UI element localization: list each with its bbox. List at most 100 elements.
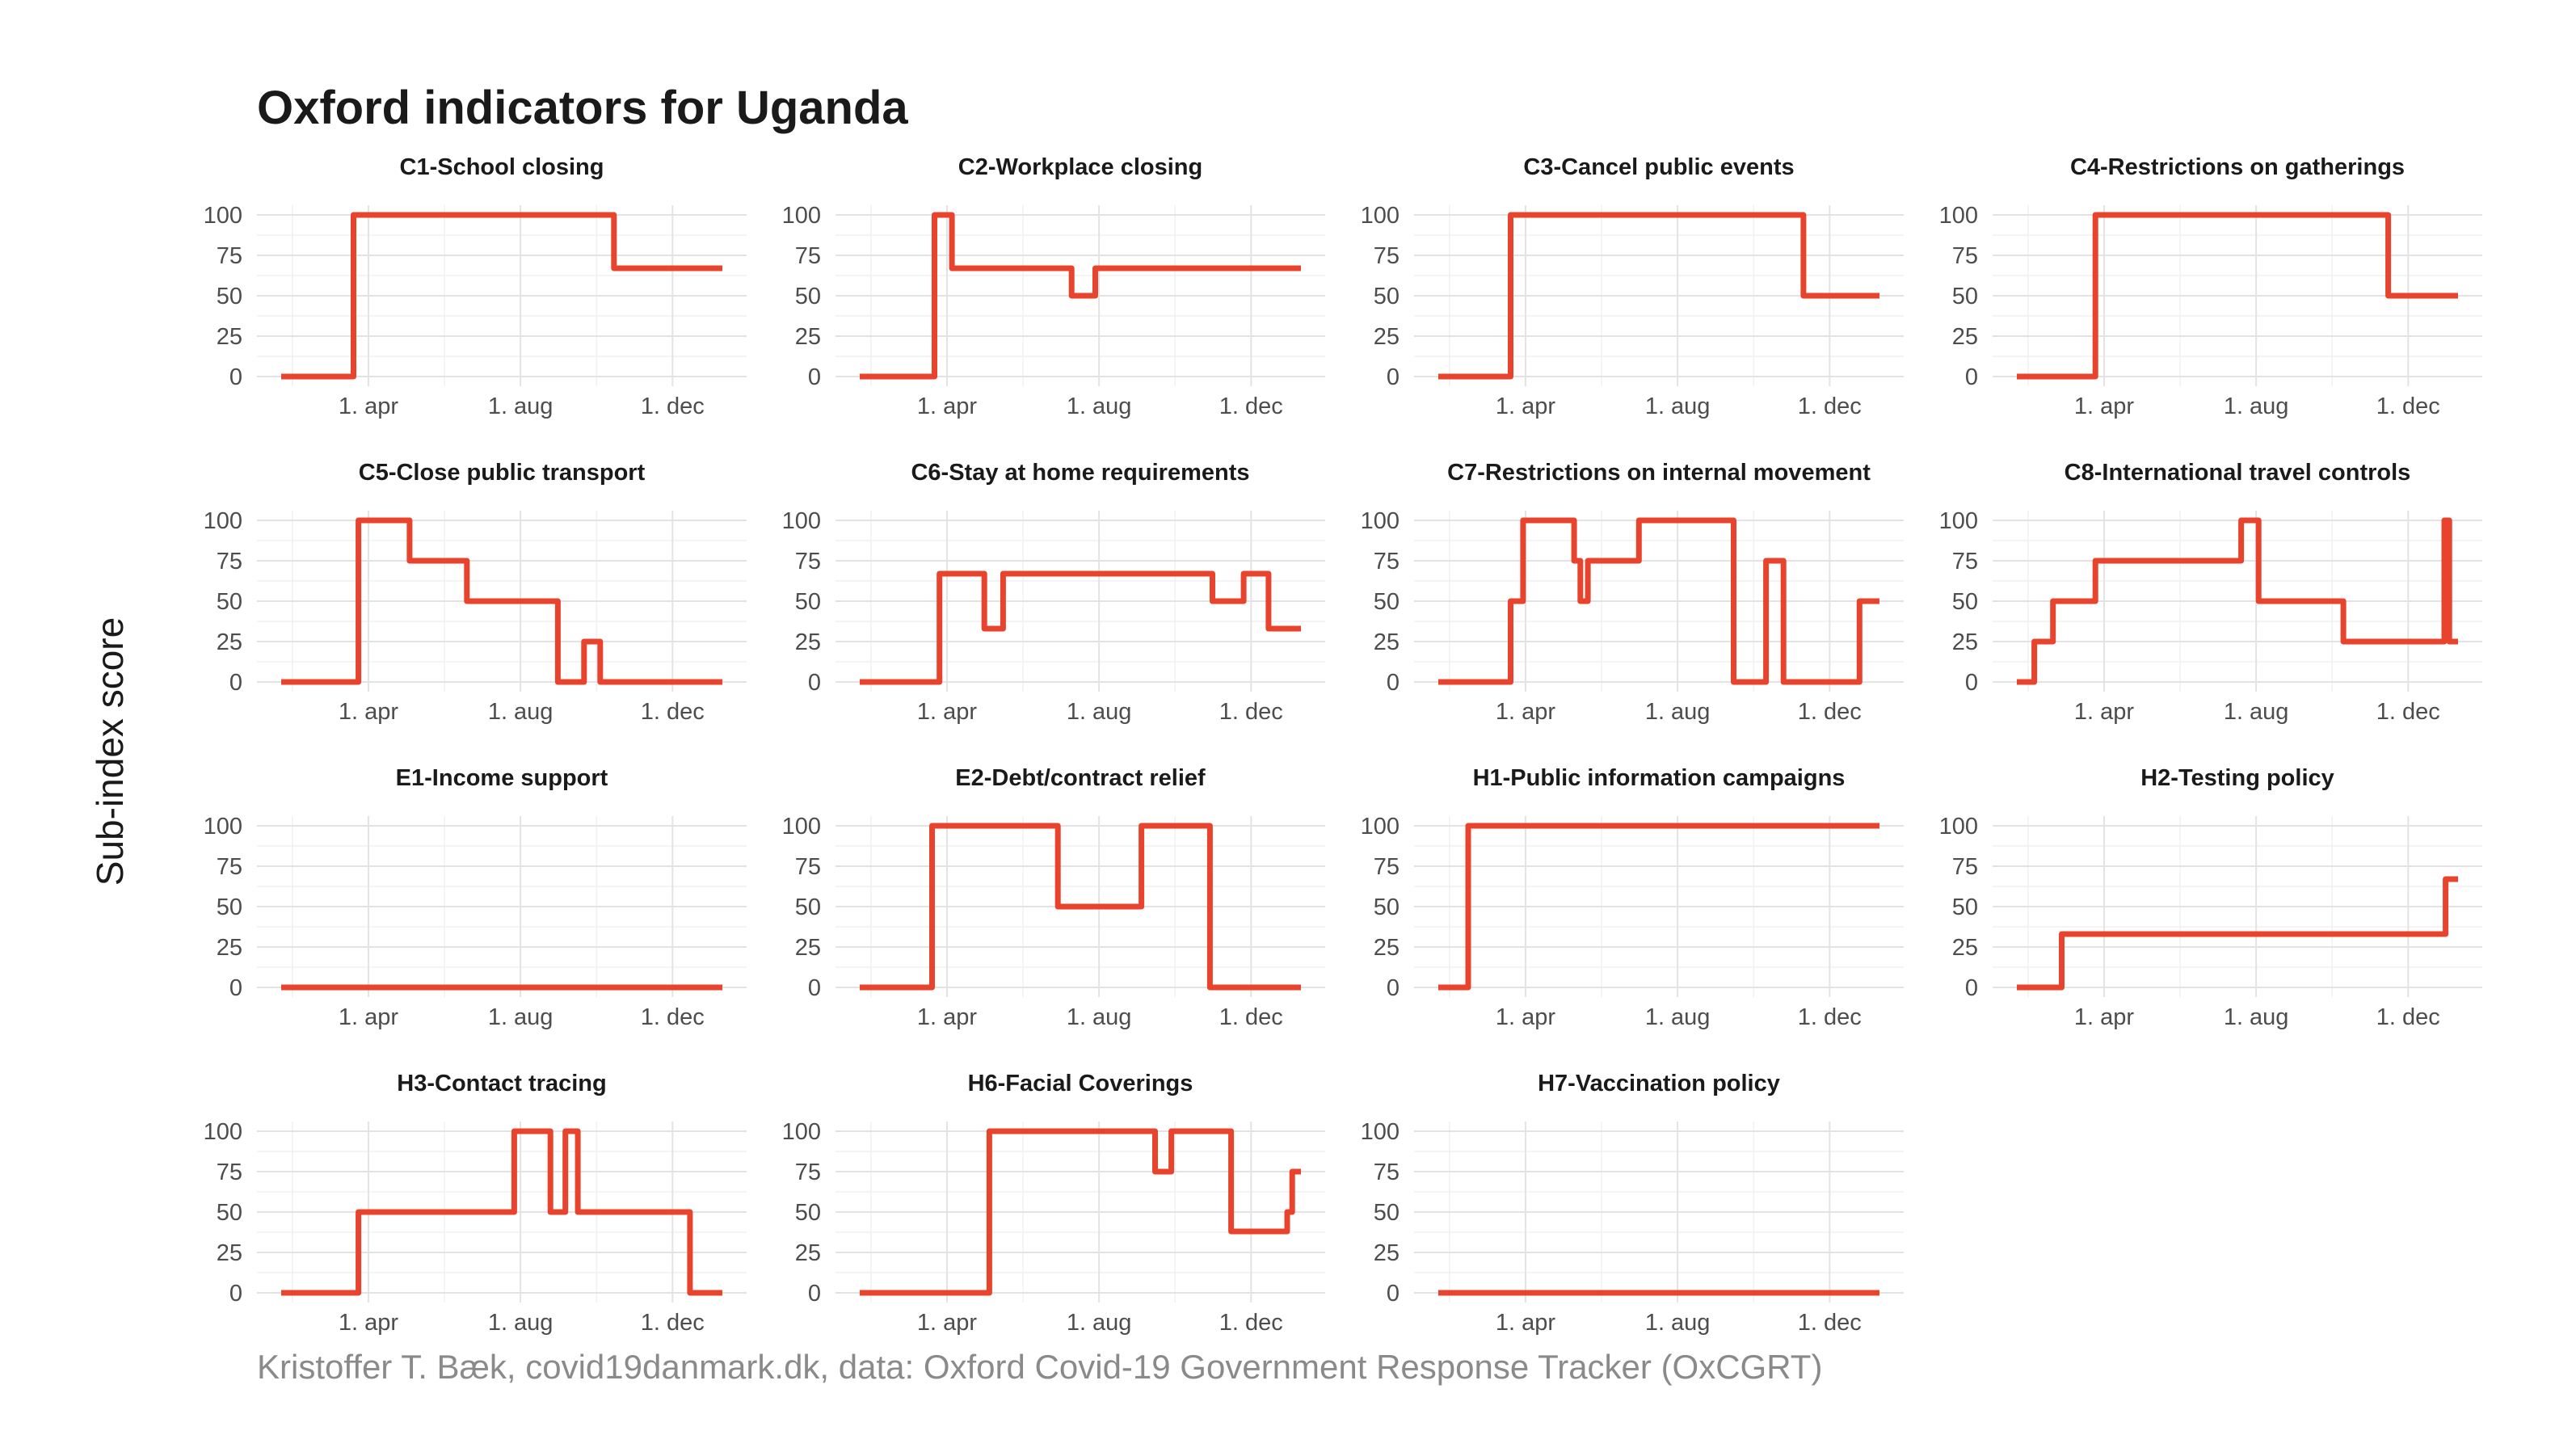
x-tick-label: 1. dec	[2376, 394, 2440, 419]
y-tick-label: 50	[1374, 894, 1400, 920]
facet-panel: 0 25 50 75 100 1. apr 1. aug 1. dec C5-Close pub…	[204, 460, 747, 725]
y-tick-label: 50	[217, 589, 242, 615]
facet-panel: 0 25 50 75 100 1. apr 1. aug 1. dec E2-Debt/cont…	[782, 765, 1325, 1030]
y-tick-label: 50	[795, 1200, 821, 1226]
y-tick-label: 75	[1952, 243, 1978, 269]
x-tick-label: 1. dec	[641, 394, 705, 419]
y-tick-label: 75	[1952, 854, 1978, 880]
facet-panel: 0 25 50 75 100 1. apr 1. aug 1. dec C2-Workplace…	[782, 154, 1325, 419]
y-tick-label: 25	[795, 1240, 821, 1266]
y-tick-label: 0	[808, 670, 821, 696]
facet-title: C3-Cancel public events	[1523, 154, 1794, 180]
x-tick-label: 1. apr	[2074, 1004, 2134, 1030]
facet-title: C1-School closing	[400, 154, 604, 180]
x-tick-label: 1. apr	[339, 394, 398, 419]
x-tick-label: 1. aug	[2224, 1004, 2289, 1030]
y-tick-label: 25	[1374, 1240, 1400, 1266]
x-tick-label: 1. aug	[1645, 699, 1711, 725]
y-tick-label: 50	[217, 894, 242, 920]
x-tick-label: 1. apr	[2074, 394, 2134, 419]
facet-panel: 0 25 50 75 100 1. apr 1. aug 1. dec H7-Vaccinati…	[1361, 1071, 1904, 1336]
y-tick-label: 75	[1374, 549, 1400, 575]
y-tick-label: 75	[795, 854, 821, 880]
y-tick-label: 75	[1952, 549, 1978, 575]
facet-panel: 0 25 50 75 100 1. apr 1. aug 1. dec H3-Contact t…	[204, 1071, 747, 1336]
facet-title: H7-Vaccination policy	[1538, 1071, 1780, 1096]
y-tick-label: 25	[795, 629, 821, 655]
series-line	[1438, 517, 1879, 685]
y-tick-label: 75	[1374, 1160, 1400, 1185]
series-line	[860, 823, 1301, 991]
y-tick-label: 50	[217, 284, 242, 309]
facet-title: C4-Restrictions on gatherings	[2070, 154, 2405, 180]
y-tick-label: 25	[217, 629, 242, 655]
series-line	[2017, 517, 2458, 685]
y-tick-label: 50	[795, 894, 821, 920]
facet-panel: 0 25 50 75 100 1. apr 1. aug 1. dec C1-School cl…	[204, 154, 747, 419]
y-tick-label: 100	[1361, 203, 1400, 229]
y-tick-label: 100	[1361, 814, 1400, 840]
y-tick-label: 100	[204, 814, 242, 840]
y-tick-label: 50	[1952, 589, 1978, 615]
series-line	[860, 1128, 1301, 1296]
series-line	[860, 212, 1301, 380]
x-tick-label: 1. dec	[1219, 394, 1283, 419]
y-tick-label: 100	[1361, 508, 1400, 534]
x-tick-label: 1. dec	[1219, 1310, 1283, 1336]
x-tick-label: 1. apr	[1496, 1310, 1555, 1336]
x-tick-label: 1. dec	[1219, 699, 1283, 725]
y-tick-label: 50	[795, 284, 821, 309]
facet-title: E1-Income support	[396, 765, 608, 791]
x-tick-label: 1. aug	[1067, 1310, 1132, 1336]
y-tick-label: 25	[1374, 324, 1400, 350]
y-tick-label: 0	[1965, 670, 1978, 696]
x-tick-label: 1. dec	[2376, 1004, 2440, 1030]
series-line	[2017, 212, 2458, 380]
y-tick-label: 0	[1387, 1281, 1400, 1307]
series-line	[860, 570, 1301, 685]
x-tick-label: 1. apr	[917, 1004, 977, 1030]
y-tick-label: 25	[217, 1240, 242, 1266]
y-tick-label: 75	[217, 1160, 242, 1185]
x-tick-label: 1. aug	[488, 1310, 554, 1336]
facet-title: H3-Contact tracing	[397, 1071, 606, 1096]
x-tick-label: 1. apr	[917, 1310, 977, 1336]
x-tick-label: 1. dec	[641, 1310, 705, 1336]
y-tick-label: 75	[795, 549, 821, 575]
y-tick-label: 50	[1374, 284, 1400, 309]
y-tick-label: 0	[808, 364, 821, 390]
x-tick-label: 1. aug	[488, 394, 554, 419]
facet-panel: 0 25 50 75 100 1. apr 1. aug 1. dec C7-Restricti…	[1361, 460, 1904, 725]
facet-title: C8-International travel controls	[2065, 460, 2411, 486]
facet-title: C2-Workplace closing	[958, 154, 1202, 180]
y-tick-label: 75	[217, 854, 242, 880]
x-tick-label: 1. dec	[1798, 1310, 1862, 1336]
page-title: Oxford indicators for Uganda	[257, 82, 908, 134]
x-tick-label: 1. dec	[1798, 394, 1862, 419]
facet-title: C6-Stay at home requirements	[911, 460, 1249, 486]
y-tick-label: 50	[1374, 1200, 1400, 1226]
x-tick-label: 1. apr	[339, 1004, 398, 1030]
y-tick-label: 0	[1387, 975, 1400, 1001]
y-tick-label: 75	[217, 549, 242, 575]
x-tick-label: 1. dec	[1798, 699, 1862, 725]
facet-panel: 0 25 50 75 100 1. apr 1. aug 1. dec E1-Income su…	[204, 765, 747, 1030]
facet-title: C5-Close public transport	[359, 460, 646, 486]
facet-title: H1-Public information campaigns	[1473, 765, 1846, 791]
facet-panel: 0 25 50 75 100 1. apr 1. aug 1. dec C6-Stay at h…	[782, 460, 1325, 725]
y-tick-label: 100	[782, 814, 821, 840]
y-tick-label: 75	[217, 243, 242, 269]
facet-title: E2-Debt/contract relief	[955, 765, 1206, 791]
facet-panel: 0 25 50 75 100 1. apr 1. aug 1. dec H6-Facial Co…	[782, 1071, 1325, 1336]
y-tick-label: 0	[808, 1281, 821, 1307]
y-tick-label: 50	[795, 589, 821, 615]
y-tick-label: 25	[795, 935, 821, 961]
facet-panel: 0 25 50 75 100 1. apr 1. aug 1. dec H1-Public in…	[1361, 765, 1904, 1030]
x-tick-label: 1. dec	[1219, 1004, 1283, 1030]
y-tick-label: 0	[1387, 364, 1400, 390]
y-tick-label: 100	[782, 1119, 821, 1145]
y-tick-label: 0	[229, 975, 242, 1001]
y-tick-label: 100	[204, 1119, 242, 1145]
x-tick-label: 1. apr	[1496, 394, 1555, 419]
